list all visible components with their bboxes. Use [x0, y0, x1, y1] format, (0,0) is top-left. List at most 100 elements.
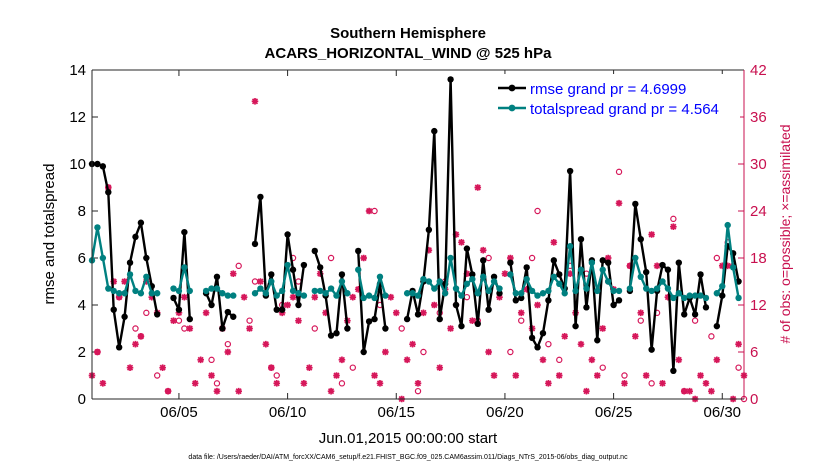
rmse-point — [436, 315, 443, 323]
obs-assimilated-marker — [235, 387, 242, 395]
spread-point — [572, 287, 579, 295]
obs-assimilated-marker — [653, 262, 661, 270]
rmse-point — [289, 266, 297, 273]
obs-assimilated-marker — [501, 270, 509, 277]
rmse-point — [295, 301, 302, 309]
rmse-point — [670, 367, 677, 374]
rmse-point — [115, 344, 123, 351]
obs-possible-marker — [143, 309, 150, 317]
legend-spread-label: totalspread grand pr = 4.564 — [530, 101, 719, 118]
x-tick-label: 06/30 — [703, 404, 741, 421]
rmse-point — [697, 271, 704, 278]
obs-assimilated-marker — [295, 317, 302, 324]
rmse-point — [675, 259, 682, 266]
spread-point — [143, 273, 150, 280]
spread-point — [632, 254, 639, 262]
rmse-point — [137, 219, 145, 226]
obs-assimilated-marker — [664, 293, 672, 301]
obs-assimilated-marker — [469, 317, 476, 324]
spread-point — [604, 278, 612, 285]
rmse-point — [702, 304, 710, 311]
rmse-point — [681, 311, 688, 318]
rmse-point — [230, 313, 237, 320]
obs-assimilated-marker — [392, 309, 400, 317]
legend-spread-marker — [508, 104, 516, 112]
spread-point — [300, 292, 308, 299]
spread-point — [458, 292, 465, 299]
obs-possible-marker — [518, 317, 525, 324]
spread-point — [105, 285, 112, 292]
obs-assimilated-marker — [648, 231, 655, 238]
spread-point — [452, 285, 460, 292]
rmse-point — [99, 163, 107, 170]
obs-assimilated-marker — [306, 364, 313, 371]
obs-assimilated-marker — [637, 309, 645, 317]
rmse-point — [219, 325, 226, 332]
y-tick-label: 6 — [78, 250, 86, 267]
spread-point — [469, 275, 476, 283]
obs-possible-marker — [637, 317, 644, 324]
rmse-point — [143, 254, 150, 262]
spread-point — [691, 292, 699, 299]
obs-assimilated-marker — [463, 270, 471, 277]
spread-point — [566, 243, 574, 250]
rmse-point — [311, 247, 318, 255]
spread-point — [637, 273, 644, 280]
obs-assimilated-marker — [360, 254, 367, 262]
obs-assimilated-marker — [615, 199, 623, 207]
spread-point — [110, 287, 117, 295]
obs-assimilated-marker — [512, 372, 520, 379]
spread-point — [333, 292, 340, 299]
spread-point — [490, 278, 498, 285]
obs-possible-marker — [414, 387, 422, 395]
obs-assimilated-marker — [110, 278, 118, 285]
spread-point — [534, 292, 541, 299]
spread-point — [528, 287, 536, 295]
spread-point — [289, 287, 297, 295]
spread-point — [322, 290, 329, 297]
plot-area — [92, 70, 744, 399]
rmse-point — [490, 273, 498, 280]
spread-point — [474, 290, 481, 297]
rmse-point — [224, 308, 232, 316]
rmse-point — [403, 315, 411, 323]
x-axis-label: Jun.01,2015 00:00:00 start — [319, 430, 498, 447]
rmse-point — [539, 330, 547, 337]
rmse-point — [175, 306, 183, 313]
obs-assimilated-marker — [137, 333, 145, 340]
spread-point — [121, 290, 128, 297]
spread-point — [219, 290, 226, 297]
y2-tick-label: 36 — [750, 109, 767, 126]
rmse-point — [452, 301, 460, 309]
spread-point — [507, 271, 514, 278]
chart-subtitle: ACARS_HORIZONTAL_WIND @ 525 hPa — [265, 45, 553, 62]
spread-point — [588, 259, 596, 266]
obs-assimilated-marker — [99, 380, 107, 387]
obs-assimilated-marker — [387, 293, 395, 301]
spread-point — [99, 254, 107, 262]
obs-possible-marker — [528, 254, 536, 262]
y-tick-label: 2 — [78, 344, 86, 361]
spread-point — [317, 287, 324, 295]
spread-point — [420, 275, 427, 283]
obs-assimilated-marker — [143, 278, 150, 285]
obs-assimilated-marker — [208, 372, 215, 379]
rmse-point — [474, 320, 481, 327]
spread-point — [496, 285, 503, 292]
rmse-point — [213, 273, 221, 280]
spread-point — [724, 221, 731, 229]
spread-point — [360, 294, 367, 302]
spread-point — [539, 290, 547, 297]
spread-point — [371, 294, 378, 302]
spread-point — [230, 292, 237, 299]
obs-assimilated-marker — [251, 98, 259, 105]
spread-point — [132, 287, 139, 295]
obs-assimilated-marker — [577, 340, 585, 348]
obs-assimilated-marker — [327, 387, 335, 395]
obs-assimilated-marker — [670, 223, 677, 230]
rmse-point — [664, 266, 672, 273]
obs-assimilated-marker — [409, 340, 416, 348]
obs-assimilated-marker — [566, 270, 574, 277]
legend-rmse-marker — [508, 84, 516, 92]
obs-assimilated-marker — [507, 254, 514, 262]
